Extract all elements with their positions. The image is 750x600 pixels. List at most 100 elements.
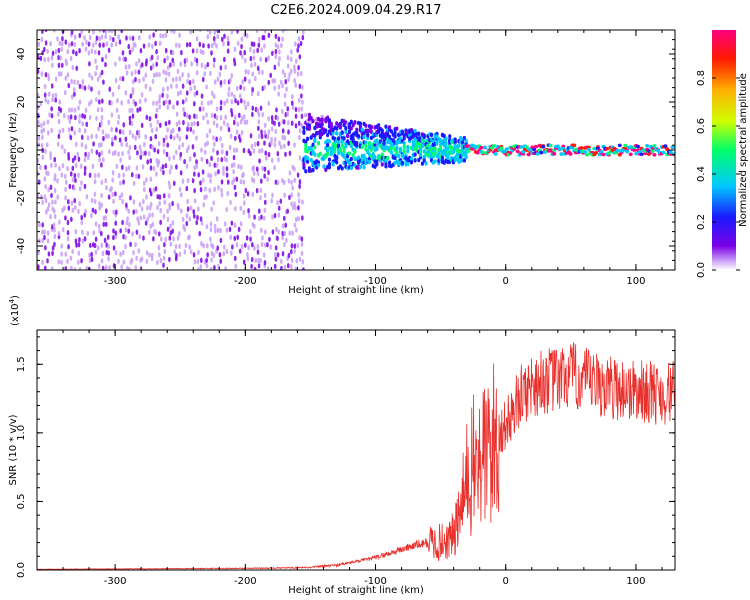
spectrogram-cell bbox=[41, 238, 45, 244]
spectrogram-cell bbox=[93, 179, 97, 185]
spectrogram-cell bbox=[90, 212, 93, 219]
spectrogram-cell bbox=[282, 179, 286, 186]
spectrogram-cell bbox=[96, 245, 100, 251]
spectrogram-cell bbox=[178, 126, 181, 132]
spectrogram-cell bbox=[94, 221, 98, 227]
spectrogram-cell bbox=[293, 222, 297, 228]
colorbar-tick-label: 0.4 bbox=[696, 166, 707, 182]
spectrogram-cell bbox=[475, 150, 480, 155]
spectrogram-cell bbox=[201, 76, 205, 83]
spectrogram-cell bbox=[281, 134, 284, 140]
spectrogram-cell bbox=[83, 128, 87, 134]
spectrogram-cell bbox=[94, 209, 97, 215]
spectrogram-cell bbox=[342, 153, 346, 158]
spectrogram-cell bbox=[163, 242, 166, 248]
spectrogram-cell bbox=[159, 219, 162, 225]
spectrogram-cell bbox=[201, 49, 205, 56]
spectrogram-cell bbox=[233, 222, 237, 228]
spectrogram-cell bbox=[191, 144, 195, 150]
spectrogram-cell bbox=[80, 142, 84, 148]
spectrogram-cell bbox=[74, 238, 78, 244]
spectrogram-cell bbox=[59, 55, 63, 61]
spectrogram-cell bbox=[257, 208, 261, 214]
spectrogram-cell bbox=[204, 64, 207, 70]
spectrogram-cell bbox=[313, 138, 317, 144]
spectrogram-cell bbox=[327, 157, 332, 162]
spectrogram-cell bbox=[93, 198, 97, 205]
spectrogram-cell bbox=[149, 223, 153, 229]
spectrogram-cell bbox=[369, 125, 373, 130]
spectrogram-cell bbox=[100, 115, 104, 121]
spectrogram-cell bbox=[358, 121, 363, 126]
spectrogram-cell bbox=[632, 148, 637, 152]
spectrogram-cell bbox=[171, 77, 175, 83]
spectrogram-cell bbox=[167, 71, 171, 77]
spectrogram-cell bbox=[240, 43, 243, 50]
spectrogram-cell bbox=[104, 62, 107, 68]
spectrogram-cell bbox=[118, 195, 122, 201]
spectrogram-cell bbox=[245, 235, 249, 241]
spectrogram-cell bbox=[94, 249, 98, 255]
spectrogram-cell bbox=[61, 227, 65, 233]
colorbar-tick-label: 0.0 bbox=[696, 262, 707, 278]
spectrogram-cell bbox=[353, 120, 357, 125]
spectrogram-cell bbox=[213, 162, 217, 168]
colorbar-label: Normalized spectral amplitude bbox=[738, 73, 749, 227]
spectrogram-cell bbox=[116, 119, 120, 126]
spectrogram-cell bbox=[110, 100, 113, 106]
spectrogram-cell bbox=[278, 56, 281, 62]
spectrogram-cell bbox=[274, 42, 278, 48]
spectrogram-cell bbox=[162, 141, 166, 148]
spectrogram-cell bbox=[171, 220, 175, 226]
spectrogram-cell bbox=[219, 227, 222, 234]
spectrogram-cell bbox=[193, 85, 196, 91]
spectrogram-cell bbox=[37, 68, 40, 75]
snr-ytick-label: 1.5 bbox=[16, 356, 27, 372]
spectrogram-cell bbox=[291, 205, 295, 211]
spectrogram-cell bbox=[120, 30, 124, 34]
spectrogram-cell bbox=[105, 249, 109, 255]
spectrogram-cell bbox=[210, 43, 214, 49]
spectrogram-cell bbox=[83, 85, 87, 91]
spectrogram-cell bbox=[81, 229, 84, 235]
spectrogram-cell bbox=[94, 39, 98, 45]
spectrogram-cell bbox=[185, 90, 189, 96]
spectrogram-cell bbox=[202, 202, 206, 208]
spectrogram-cell bbox=[342, 136, 346, 141]
spectrogram-cell bbox=[74, 114, 77, 121]
spectrogram-cell bbox=[125, 142, 129, 148]
spectrogram-cell bbox=[150, 54, 154, 60]
spectrogram-cell bbox=[98, 30, 102, 33]
spectrogram-cell bbox=[243, 119, 247, 125]
spectrogram-cell bbox=[185, 185, 189, 192]
spectrogram-cell bbox=[295, 258, 299, 264]
spectrogram-cell bbox=[499, 146, 504, 151]
spectrogram-cell bbox=[276, 200, 279, 206]
spectrogram-cell bbox=[43, 84, 47, 90]
spectrogram-cell bbox=[650, 149, 655, 153]
spectrogram-cell bbox=[393, 133, 397, 138]
spectrogram-cell bbox=[235, 147, 239, 153]
spectrogram-cell bbox=[186, 198, 189, 205]
spectrogram-cell bbox=[244, 68, 248, 75]
spectrogram-cell bbox=[301, 84, 304, 90]
spectrogram-ytick-label: 40 bbox=[16, 48, 27, 61]
spectrogram-cell bbox=[111, 136, 114, 142]
spectrogram-cell bbox=[142, 198, 145, 204]
spectrogram-cell bbox=[201, 177, 205, 183]
spectrogram-cell bbox=[47, 72, 50, 79]
spectrogram-cell bbox=[360, 144, 364, 149]
spectrogram-cell bbox=[327, 139, 332, 144]
spectrogram-cell bbox=[375, 159, 379, 164]
spectrogram-cell bbox=[171, 57, 175, 63]
spectrogram-cell bbox=[135, 61, 138, 67]
spectrogram-cell bbox=[213, 228, 217, 234]
spectrogram-cell bbox=[50, 113, 54, 119]
spectrogram-cell bbox=[107, 194, 111, 200]
spectrogram-cell bbox=[167, 193, 171, 199]
spectrogram-cell bbox=[136, 150, 139, 156]
spectrogram-cell bbox=[48, 112, 51, 118]
spectrogram-cell bbox=[41, 222, 44, 228]
spectrogram-cell bbox=[210, 50, 213, 56]
spectrogram-cell bbox=[174, 243, 178, 250]
